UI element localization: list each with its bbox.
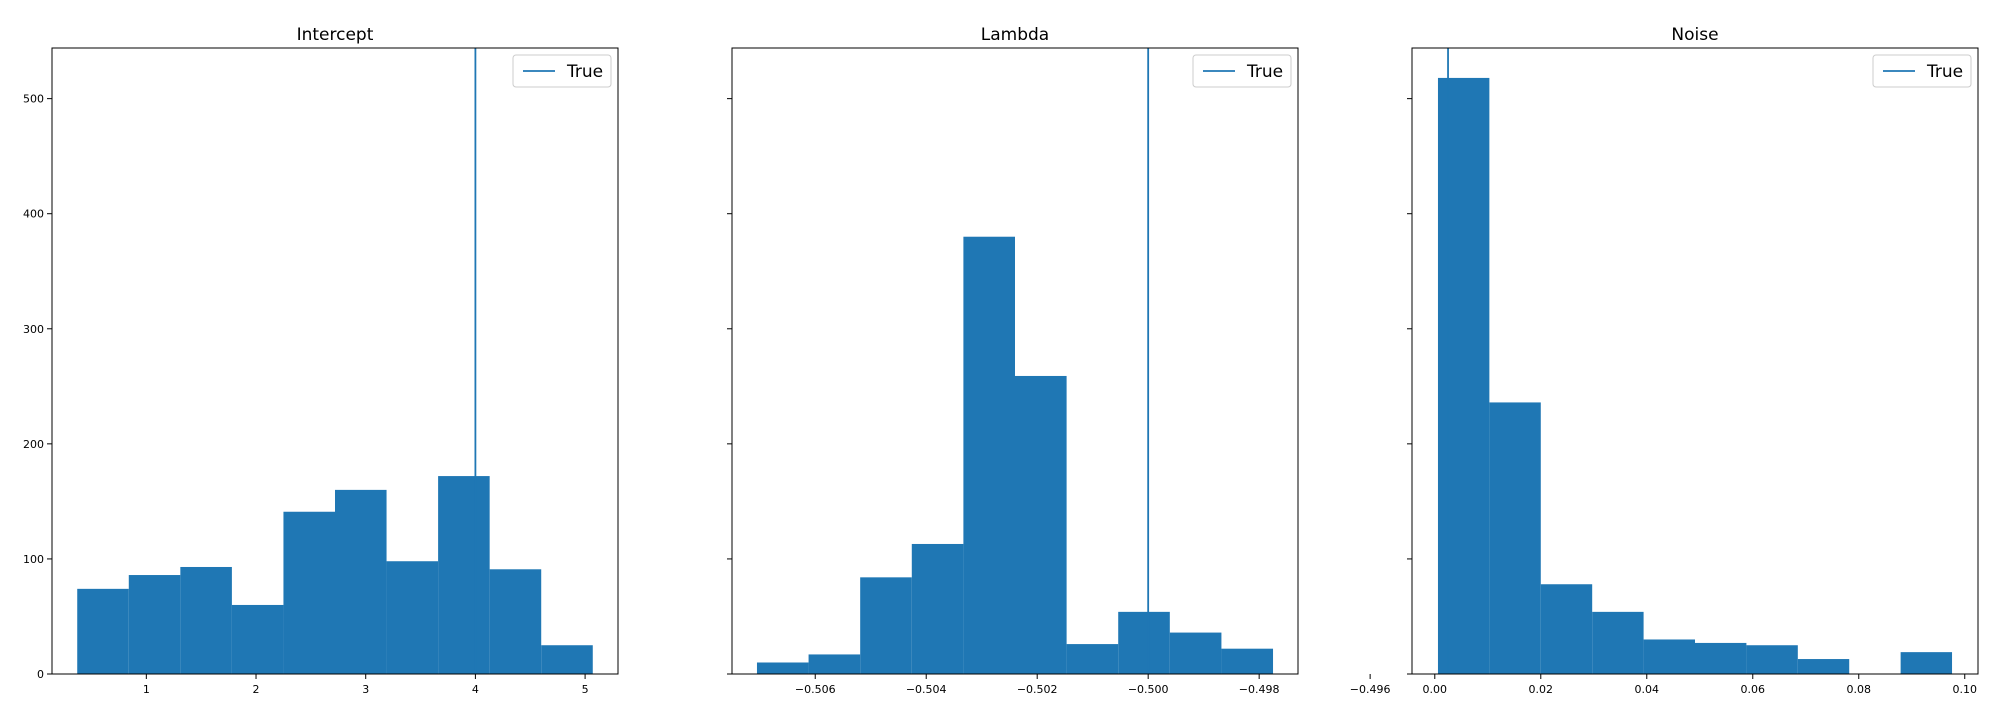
subplot-noise: Noise 0.00 0.02 0.04 0.06 0.08 0.10 True	[1407, 25, 1979, 696]
histogram-bar	[1221, 648, 1274, 674]
histogram-bar	[77, 588, 129, 674]
histogram-bar	[489, 569, 542, 674]
axes-frame	[51, 47, 619, 675]
histogram-bar	[963, 236, 1015, 674]
histogram-bar	[1066, 644, 1119, 674]
axes-frame	[731, 47, 1299, 675]
y-tick-label: 500	[23, 93, 44, 106]
y-tick-label: 300	[23, 323, 44, 336]
histogram-bar	[180, 566, 232, 674]
bars	[756, 236, 1274, 674]
x-tick-label: 3	[362, 683, 369, 696]
x-tick-label: −0.506	[795, 683, 836, 696]
x-tick-label: 0.04	[1635, 683, 1660, 696]
histogram-bar	[1797, 659, 1850, 674]
x-tick-label: −0.500	[1128, 683, 1169, 696]
histogram-bar	[808, 654, 861, 674]
histogram-bar	[231, 604, 284, 674]
x-tick-label: −0.498	[1239, 683, 1280, 696]
subplot-intercept: Intercept 1 2 3 4 5 0 100 200 300 400 500 True	[23, 25, 619, 696]
legend-box	[512, 54, 612, 88]
legend-label: True	[1246, 62, 1283, 82]
x-tick-label: −0.504	[906, 683, 947, 696]
legend-box	[1192, 54, 1292, 88]
y-tick-label: 0	[37, 668, 44, 681]
histogram-bar	[1643, 639, 1695, 674]
x-tick-label: 4	[472, 683, 479, 696]
subplot-title: Noise	[1671, 25, 1718, 45]
x-tick-label: 0.06	[1741, 683, 1766, 696]
histogram-bar	[438, 476, 490, 674]
x-tick-label: −0.502	[1017, 683, 1058, 696]
y-tick-label: 400	[23, 208, 44, 221]
subplot-title: Lambda	[981, 25, 1049, 45]
bars	[1437, 77, 1953, 674]
x-tick-label: 5	[582, 683, 589, 696]
histogram-bar	[1489, 402, 1541, 674]
histogram-bar	[756, 662, 809, 674]
legend-box	[1872, 54, 1972, 88]
histogram-bar	[1592, 611, 1644, 674]
histogram-bar	[911, 543, 964, 674]
x-tick-label: 2	[253, 683, 260, 696]
histogram-bar	[1169, 632, 1222, 674]
histogram-bar	[335, 489, 387, 674]
subplot-title: Intercept	[297, 25, 374, 45]
x-tick-label: 1	[143, 683, 150, 696]
bars	[77, 476, 593, 674]
histogram-bar	[128, 575, 181, 674]
histogram-bar	[1540, 584, 1593, 674]
x-tick-label: 0.08	[1847, 683, 1872, 696]
histogram-bar	[386, 561, 439, 674]
histogram-bar	[1695, 642, 1747, 674]
y-tick-label: 100	[23, 553, 44, 566]
histogram-bar	[1437, 77, 1490, 674]
x-tick-label: 0.10	[1953, 683, 1978, 696]
x-tick-label: 0.02	[1529, 683, 1554, 696]
histogram-bar	[1118, 611, 1170, 674]
x-tick-label: 0.00	[1423, 683, 1448, 696]
y-tick-label: 200	[23, 438, 44, 451]
histogram-bar	[1900, 652, 1953, 674]
histogram-bar	[1015, 375, 1067, 674]
subplot-lambda: Lambda −0.506 −0.504 −0.502 −0.500 −0.498 −0.…	[727, 25, 1390, 696]
histogram-bar	[283, 511, 335, 674]
histogram-bar	[1746, 645, 1798, 674]
histogram-bar	[860, 577, 912, 674]
legend-label: True	[566, 62, 603, 82]
x-tick-label: −0.496	[1350, 683, 1391, 696]
axes-frame	[1411, 47, 1979, 675]
legend-label: True	[1926, 62, 1963, 82]
histogram-bar	[541, 645, 593, 674]
